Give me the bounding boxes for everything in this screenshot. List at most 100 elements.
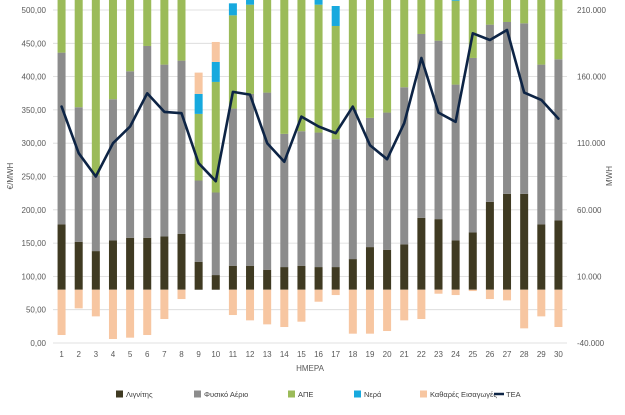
y-left-tick-label: 50,00 (26, 306, 47, 315)
bar-segment (314, 132, 323, 268)
bar-segment (263, 92, 272, 270)
bar-segment (211, 61, 220, 82)
x-tick-label: 15 (297, 350, 306, 359)
bar-segment (74, 241, 83, 290)
bar-segment (503, 0, 512, 22)
bar-segment (194, 180, 203, 262)
bar-segment (246, 0, 255, 5)
bar-segment (331, 6, 340, 26)
x-tick-label: 13 (263, 350, 272, 359)
bar-segment (228, 15, 237, 109)
bar-segment (143, 237, 152, 290)
bar-segment (194, 93, 203, 114)
bar-segment (126, 71, 135, 238)
bar-segment (434, 0, 443, 41)
bar-segment (177, 0, 186, 61)
x-tick-label: 12 (246, 350, 255, 359)
bar-segment (74, 107, 83, 242)
bar-segment (365, 289, 374, 334)
gridlines (53, 9, 567, 344)
bar-segment (503, 21, 512, 194)
bar-segment (160, 236, 169, 290)
bar-segment (417, 0, 426, 34)
bar-segment (451, 84, 460, 241)
bar-segment (485, 0, 494, 25)
bar-segment (143, 0, 152, 46)
bar-segment (400, 244, 409, 290)
y-right-tick-label: 110.000 (577, 139, 606, 148)
bar-segment (228, 265, 237, 290)
bar-segment (451, 0, 460, 85)
bar-segment (331, 139, 340, 268)
bar-segment (280, 267, 289, 290)
bar-segment (228, 3, 237, 16)
bar-segment (314, 289, 323, 302)
x-tick-label: 28 (520, 350, 529, 359)
bar-segment (108, 99, 117, 241)
y-right-tick-label: 60.000 (577, 206, 602, 215)
bar-segment (263, 269, 272, 290)
y-right-tick-label: 160.000 (577, 73, 606, 82)
bar-segment (57, 224, 66, 290)
bar-segment (485, 289, 494, 300)
x-tick-label: 4 (111, 350, 116, 359)
y-axis-right-title: MWH (605, 166, 614, 186)
legend-swatch (288, 390, 295, 398)
bar-segment (417, 217, 426, 290)
x-tick-label: 30 (554, 350, 563, 359)
bar-segment (280, 0, 289, 134)
x-tick-label: 9 (196, 350, 201, 359)
bar-segment (365, 247, 374, 290)
bar-segment (451, 240, 460, 290)
bar-segment (383, 249, 392, 290)
x-tick-label: 20 (383, 350, 392, 359)
bar-segment (537, 0, 546, 65)
bar-segment (400, 0, 409, 88)
y-left-tick-label: 500,00 (22, 6, 47, 15)
y-left-tick-label: 250,00 (22, 173, 47, 182)
bar-segment (263, 0, 272, 93)
y-right-tick-label: 10.000 (577, 272, 602, 281)
stacked-bars (57, 0, 563, 340)
bar-segment (280, 289, 289, 328)
bar-segment (331, 267, 340, 290)
bar-segment (126, 0, 135, 72)
bar-segment (160, 289, 169, 320)
bar-segment (554, 0, 563, 60)
bar-segment (520, 289, 529, 329)
bar-segment (211, 192, 220, 276)
x-tick-label: 22 (417, 350, 426, 359)
bar-segment (451, 289, 460, 296)
bar-segment (91, 251, 100, 290)
legend-label: Φυσικό Αέριο (204, 390, 248, 399)
x-tick-label: 10 (211, 350, 220, 359)
x-tick-label: 24 (451, 350, 460, 359)
bar-segment (468, 0, 477, 58)
bar-segment (160, 64, 169, 237)
bar-segment (228, 108, 237, 266)
legend-label: ΑΠΕ (298, 390, 313, 399)
tea-line-layer (60, 28, 560, 183)
bar-segment (246, 93, 255, 266)
bar-segment (297, 289, 306, 322)
bar-segment (331, 25, 340, 140)
bar-segment (126, 237, 135, 290)
bar-segment (108, 240, 117, 290)
bar-segment (348, 109, 357, 260)
bar-segment (91, 289, 100, 317)
bar-segment (246, 4, 255, 94)
bar-segment (297, 131, 306, 266)
bar-segment (417, 33, 426, 218)
bar-segment (263, 289, 272, 325)
y-left-tick-label: 0,00 (30, 339, 46, 348)
x-tick-label: 17 (331, 350, 340, 359)
x-tick-label: 29 (537, 350, 546, 359)
bar-segment (348, 259, 357, 290)
x-tick-label: 1 (59, 350, 64, 359)
legend-swatch (420, 390, 427, 398)
x-tick-label: 2 (76, 350, 81, 359)
bar-segment (434, 289, 443, 294)
bar-segment (485, 24, 494, 202)
bar-segment (143, 45, 152, 238)
